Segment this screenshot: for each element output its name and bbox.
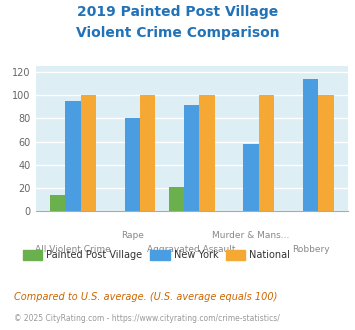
Text: Violent Crime Comparison: Violent Crime Comparison bbox=[76, 26, 279, 40]
Text: Rape: Rape bbox=[121, 231, 144, 240]
Bar bbox=[184, 106, 200, 211]
Bar bbox=[50, 195, 65, 211]
Bar bbox=[140, 95, 155, 211]
Legend: Painted Post Village, New York, National: Painted Post Village, New York, National bbox=[19, 246, 294, 264]
Bar bbox=[200, 95, 215, 211]
Bar bbox=[65, 101, 81, 211]
Bar bbox=[303, 79, 318, 211]
Text: © 2025 CityRating.com - https://www.cityrating.com/crime-statistics/: © 2025 CityRating.com - https://www.city… bbox=[14, 314, 280, 323]
Bar bbox=[81, 95, 96, 211]
Bar bbox=[259, 95, 274, 211]
Bar bbox=[318, 95, 334, 211]
Bar bbox=[169, 187, 184, 211]
Text: Robbery: Robbery bbox=[292, 245, 329, 253]
Text: All Violent Crime: All Violent Crime bbox=[35, 245, 111, 253]
Text: Murder & Mans...: Murder & Mans... bbox=[212, 231, 290, 240]
Bar bbox=[125, 118, 140, 211]
Text: 2019 Painted Post Village: 2019 Painted Post Village bbox=[77, 5, 278, 19]
Text: Aggravated Assault: Aggravated Assault bbox=[147, 245, 236, 253]
Bar bbox=[244, 144, 259, 211]
Text: Compared to U.S. average. (U.S. average equals 100): Compared to U.S. average. (U.S. average … bbox=[14, 292, 278, 302]
